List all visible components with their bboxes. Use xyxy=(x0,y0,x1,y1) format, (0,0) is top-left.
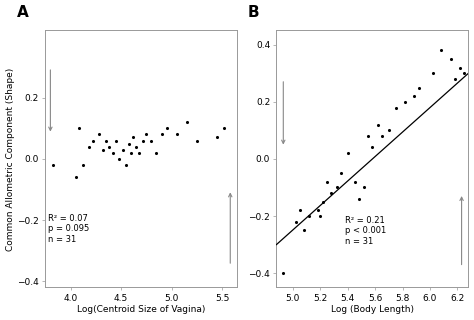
Point xyxy=(109,150,117,155)
Point xyxy=(163,126,170,131)
Point xyxy=(360,185,368,190)
Point xyxy=(280,271,287,276)
Point xyxy=(89,138,97,143)
Point xyxy=(369,145,376,150)
Point xyxy=(365,133,372,139)
Point xyxy=(72,175,80,180)
Text: B: B xyxy=(247,5,259,20)
Point xyxy=(392,105,400,110)
Point xyxy=(213,135,221,140)
Point xyxy=(220,126,228,131)
Point xyxy=(319,199,327,204)
Point xyxy=(328,191,335,196)
Point xyxy=(333,185,341,190)
Point xyxy=(193,138,201,143)
Point xyxy=(337,171,345,176)
Point xyxy=(95,132,103,137)
Point xyxy=(75,126,82,131)
Point xyxy=(128,150,135,155)
Point xyxy=(461,71,468,76)
Point xyxy=(351,179,358,184)
Point xyxy=(410,93,418,99)
Point xyxy=(115,156,123,162)
Point xyxy=(314,208,321,213)
Point xyxy=(79,163,87,168)
Point xyxy=(344,151,352,156)
Point xyxy=(105,144,113,149)
Point xyxy=(451,76,458,82)
X-axis label: Log(Centroid Size of Vagina): Log(Centroid Size of Vagina) xyxy=(77,306,206,315)
Point xyxy=(374,122,382,127)
Point xyxy=(133,144,140,149)
Point xyxy=(147,138,155,143)
Text: A: A xyxy=(17,5,28,20)
Point xyxy=(183,120,191,125)
Point xyxy=(112,138,120,143)
Point xyxy=(153,150,160,155)
Point xyxy=(119,147,127,152)
Point xyxy=(378,133,386,139)
Point xyxy=(129,135,137,140)
Point xyxy=(317,213,324,219)
Point xyxy=(122,163,130,168)
Point xyxy=(429,71,437,76)
Point xyxy=(456,65,464,70)
Point xyxy=(437,48,445,53)
Point xyxy=(323,179,331,184)
Point xyxy=(306,213,313,219)
Text: R² = 0.21
p < 0.001
n = 31: R² = 0.21 p < 0.001 n = 31 xyxy=(345,216,386,246)
Y-axis label: Common Allometric Component (Shape): Common Allometric Component (Shape) xyxy=(6,67,15,251)
Point xyxy=(143,132,150,137)
Point xyxy=(447,56,455,61)
Point xyxy=(50,163,57,168)
Point xyxy=(292,219,300,224)
Point xyxy=(158,132,165,137)
Point xyxy=(85,144,92,149)
Point xyxy=(136,150,143,155)
X-axis label: Log (Body Length): Log (Body Length) xyxy=(331,306,414,315)
Point xyxy=(102,138,110,143)
Point xyxy=(173,132,181,137)
Point xyxy=(139,138,147,143)
Point xyxy=(385,128,392,133)
Point xyxy=(401,99,409,104)
Point xyxy=(355,196,363,202)
Point xyxy=(296,208,303,213)
Point xyxy=(300,228,308,233)
Point xyxy=(99,147,107,152)
Point xyxy=(126,141,133,146)
Point xyxy=(415,85,423,90)
Text: R² = 0.07
p = 0.095
n = 31: R² = 0.07 p = 0.095 n = 31 xyxy=(48,214,90,244)
